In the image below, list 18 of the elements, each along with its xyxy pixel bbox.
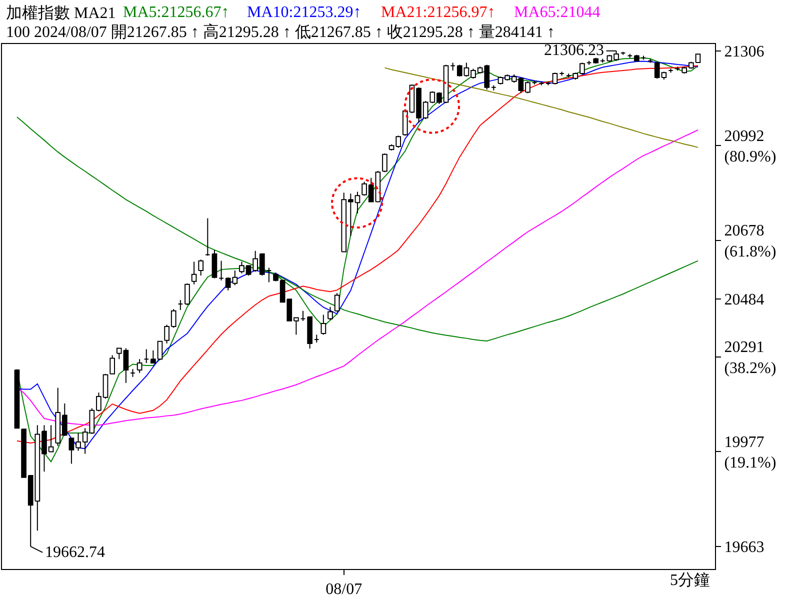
y-tick-label: 20484 [724,291,764,308]
y-tick-label: 19977 (19.1%) [724,434,776,472]
y-tick-label: 20291 (38.2%) [724,339,776,378]
annotation: 21306.23 [544,42,604,59]
y-tick-label: 20992 (80.9%) [724,128,776,166]
annotation: 19662.74 [45,544,105,561]
chart-subtitle: 100 2024/08/07 開21267.85 ↑ 高21295.28 ↑ 低21267.85 ↑ 收21295.28 ↑ 量284141 ↑ [6,23,555,41]
x-tick-label: 08/07 [326,581,362,598]
text: MA5:21256.67↑ [123,4,230,21]
text: 5分鐘 [670,572,710,589]
text: MA21:21256.97↑ [381,4,496,21]
y-tick-label: 19663 [724,538,764,556]
y-tick-label: 21306 [724,44,764,61]
text: MA10:21253.29↑ [247,4,362,21]
text: MA65:21044 [514,4,600,21]
chart-title: 加權指數 MA21 [6,4,116,22]
line-series [384,67,698,148]
y-tick-label: 20678 (61.8%) [724,222,776,260]
